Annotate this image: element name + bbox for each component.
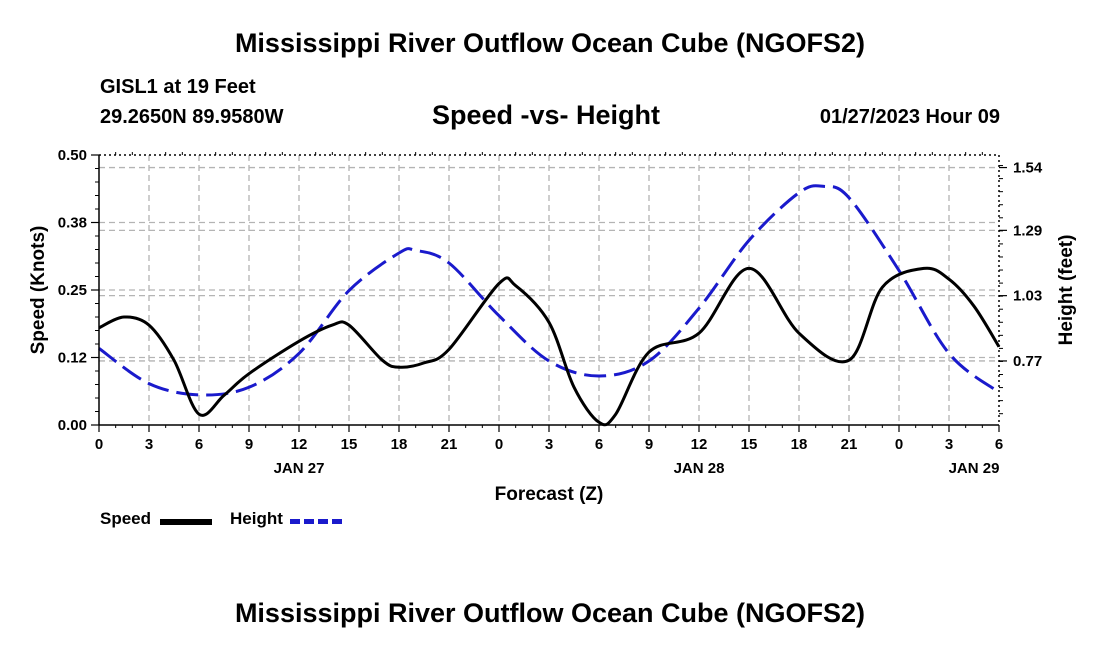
x-tick-label: 21 bbox=[441, 436, 458, 453]
x-tick-label: 12 bbox=[691, 436, 708, 453]
series-layer bbox=[98, 184, 1001, 427]
x-tick-label: 6 bbox=[595, 436, 603, 453]
y-right-tick-label: 1.03 bbox=[1013, 288, 1042, 305]
x-tick-label: 9 bbox=[645, 436, 653, 453]
x-tick-label: 3 bbox=[945, 436, 953, 453]
y-left-tick-label: 0.12 bbox=[58, 350, 87, 367]
y-axis-right-label: Height (feet) bbox=[1056, 235, 1077, 346]
x-tick-label: 12 bbox=[291, 436, 308, 453]
x-tick-label: 15 bbox=[741, 436, 758, 453]
x-tick-label: 9 bbox=[245, 436, 253, 453]
y-right-tick-label: 1.54 bbox=[1013, 160, 1043, 177]
station-coordinates: 29.2650N 89.9580W bbox=[100, 106, 284, 128]
chart-title: Speed -vs- Height bbox=[432, 100, 661, 130]
footer-title: Mississippi River Outflow Ocean Cube (NG… bbox=[234, 598, 866, 628]
date-label: JAN 28 bbox=[674, 460, 725, 477]
y-left-tick-label: 0.38 bbox=[58, 215, 87, 232]
y-left-tick-label: 0.25 bbox=[58, 282, 87, 299]
x-tick-label: 21 bbox=[841, 436, 858, 453]
x-tick-label: 0 bbox=[95, 436, 103, 453]
grid bbox=[99, 155, 999, 425]
x-tick-label: 3 bbox=[145, 436, 153, 453]
legend-speed-label: Speed bbox=[100, 509, 152, 528]
x-tick-label: 18 bbox=[391, 436, 408, 453]
y-axis-left-label: Speed (Knots) bbox=[28, 226, 49, 355]
forecast-datetime: 01/27/2023 Hour 09 bbox=[819, 106, 1000, 128]
page-title: Mississippi River Outflow Ocean Cube (NG… bbox=[234, 28, 866, 58]
x-tick-label: 0 bbox=[495, 436, 503, 453]
x-tick-label: 15 bbox=[341, 436, 358, 453]
series-line-speed bbox=[98, 266, 1001, 427]
legend-height-label: Height bbox=[230, 509, 283, 528]
date-label: JAN 27 bbox=[274, 460, 325, 477]
y-right-tick-label: 1.29 bbox=[1013, 222, 1042, 239]
speed-height-chart: 0 3 6 9 12 15 18 21 0 3 6 9 12 15 18 21 0 3 6 JAN 27 JAN 28 J… bbox=[28, 147, 1077, 505]
axes: 0 3 6 9 12 15 18 21 0 3 6 9 12 15 18 21 0 3 6 JAN 27 JAN 28 J… bbox=[58, 147, 1043, 477]
legend-speed-swatch bbox=[160, 519, 212, 525]
date-label: JAN 29 bbox=[949, 460, 1000, 477]
legend-height-swatch bbox=[290, 519, 342, 524]
x-tick-label: 3 bbox=[545, 436, 553, 453]
y-left-tick-label: 0.50 bbox=[58, 147, 87, 164]
series-line-height bbox=[98, 184, 1000, 397]
y-right-tick-label: 0.77 bbox=[1013, 353, 1042, 370]
x-tick-label: 6 bbox=[995, 436, 1003, 453]
x-tick-label: 6 bbox=[195, 436, 203, 453]
x-tick-label: 18 bbox=[791, 436, 808, 453]
station-label: GISL1 at 19 Feet bbox=[100, 76, 256, 98]
y-left-tick-label: 0.00 bbox=[58, 417, 87, 434]
x-axis-label: Forecast (Z) bbox=[495, 484, 604, 505]
x-tick-label: 0 bbox=[895, 436, 903, 453]
